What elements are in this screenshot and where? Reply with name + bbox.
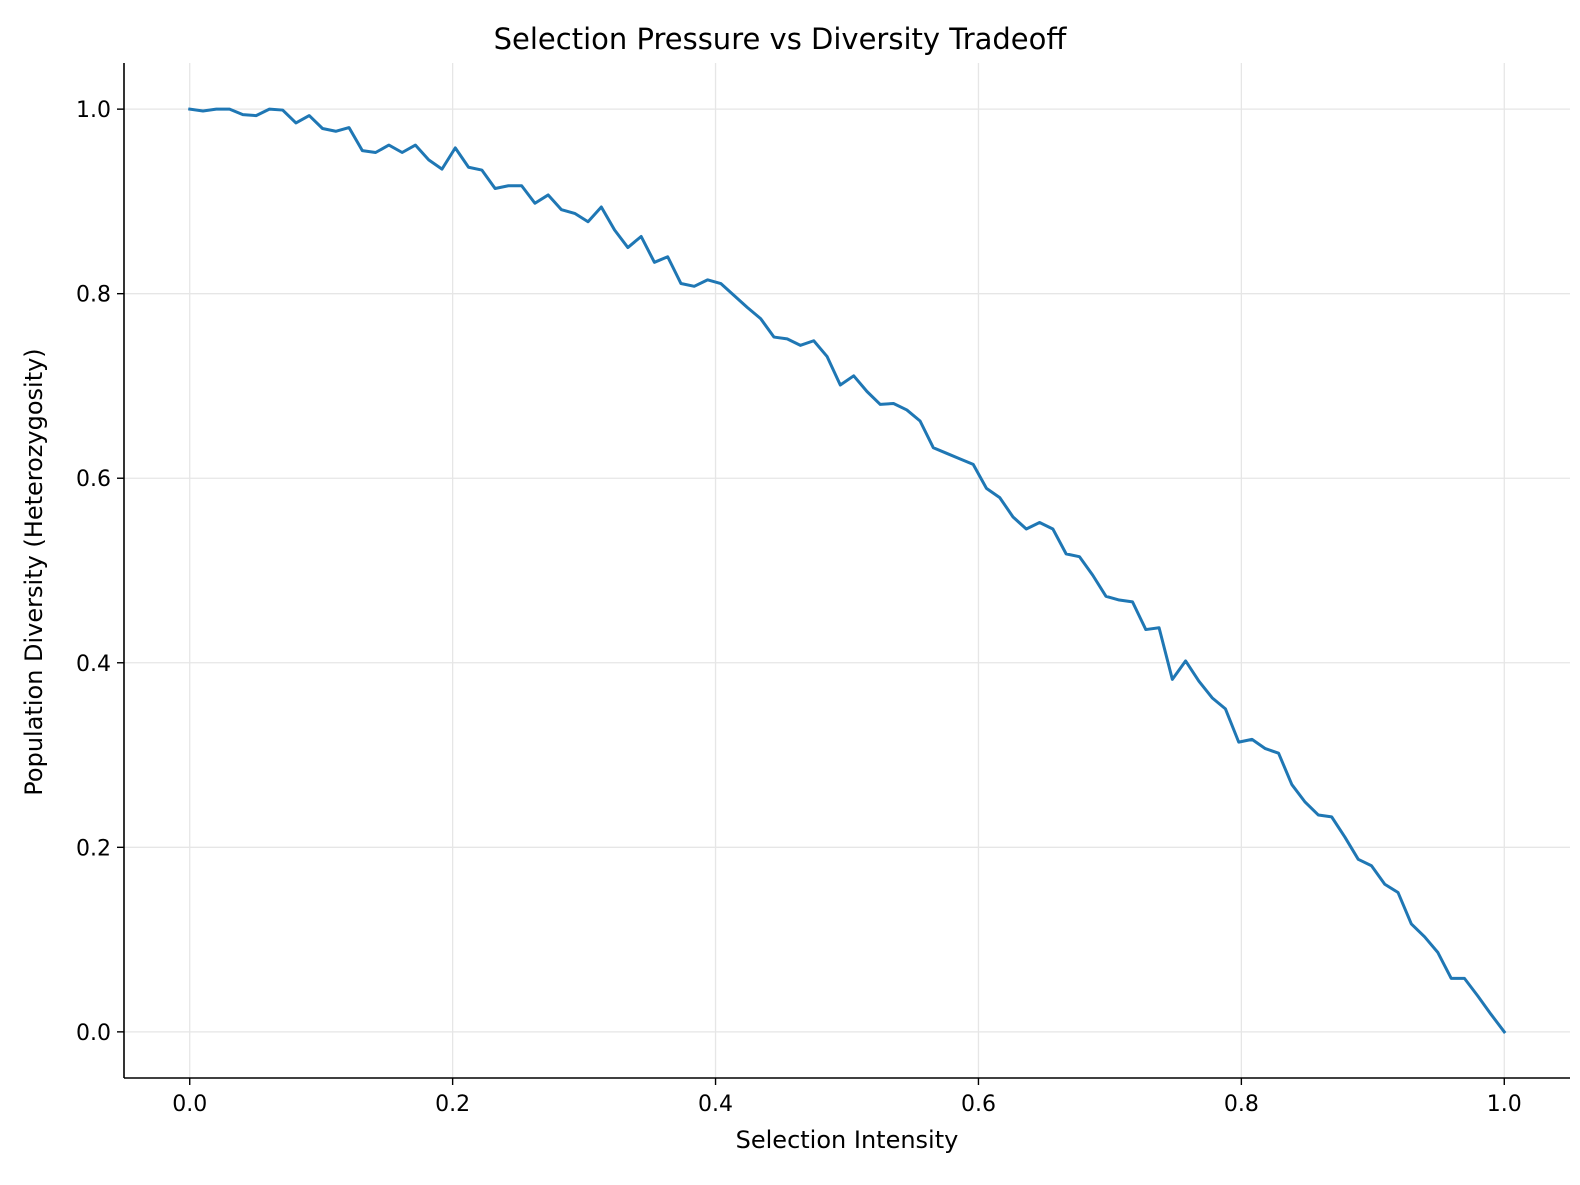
x-tick-label: 0.6 [961,1092,996,1117]
x-tick-label: 0.4 [698,1092,733,1117]
x-tick-label: 0.0 [172,1092,207,1117]
series-layer [188,107,1507,1034]
chart-title: Selection Pressure vs Diversity Tradeoff [494,22,1068,56]
axes [123,63,1570,1079]
y-tick-label: 0.4 [76,652,111,677]
x-tick-label: 0.8 [1224,1092,1259,1117]
y-tick-label: 0.6 [76,467,111,492]
y-tick-label: 0.8 [76,283,111,308]
y-tick-label: 0.2 [76,836,111,861]
x-axis-label: Selection Intensity [736,1126,959,1154]
series-line [188,107,1507,1034]
ticks: 0.0 0.2 0.4 0.6 0.8 1.0 0.0 0.2 0.4 0.6 0.8 1.0 [76,98,1522,1117]
x-tick-label: 1.0 [1487,1092,1522,1117]
y-tick-label: 0.0 [76,1021,111,1046]
y-axis-label: Population Diversity (Heterozygosity) [20,348,48,795]
x-tick-label: 0.2 [435,1092,470,1117]
grid [124,63,1570,1078]
y-tick-label: 1.0 [76,98,111,123]
